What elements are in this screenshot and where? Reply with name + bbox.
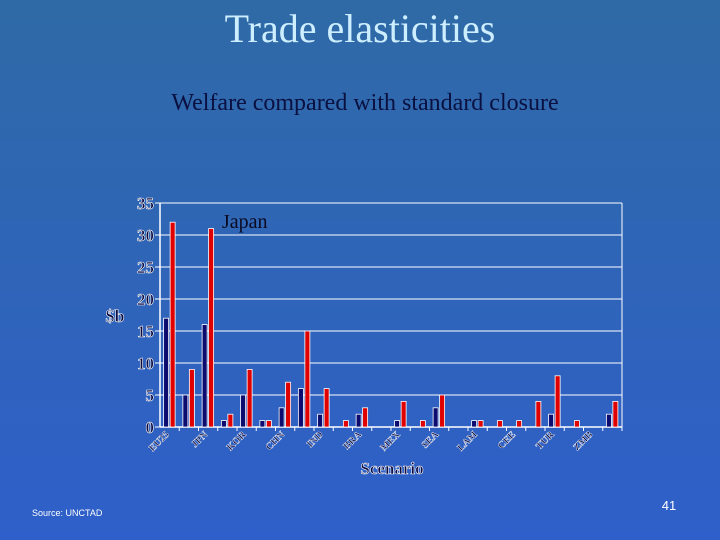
bar <box>612 400 619 428</box>
bar <box>278 407 285 428</box>
bar <box>246 368 253 428</box>
bar <box>554 375 561 428</box>
bar <box>323 388 330 428</box>
bar <box>471 420 478 428</box>
bar <box>317 413 324 428</box>
bar <box>605 413 612 428</box>
y-tick-label: 5 <box>146 386 155 405</box>
y-axis-label: $b <box>105 306 124 326</box>
subtitle: Welfare compared with standard closure <box>171 90 558 116</box>
y-tick-label: 25 <box>137 258 154 277</box>
x-axis-label: Scenario <box>360 459 423 478</box>
bar <box>496 420 503 428</box>
y-tick-label: 35 <box>137 194 154 213</box>
bar <box>182 394 189 428</box>
bar <box>265 420 272 428</box>
bar <box>259 420 266 428</box>
slide-title: Trade elasticities <box>225 6 496 51</box>
source: Source: UNCTAD <box>32 508 103 518</box>
bar <box>297 388 304 428</box>
bar <box>362 407 369 428</box>
bar <box>227 413 234 428</box>
bar <box>535 400 542 428</box>
bar <box>394 420 401 428</box>
bar <box>285 381 292 428</box>
y-tick-label: 30 <box>137 226 154 245</box>
bar <box>188 368 195 428</box>
bar <box>400 400 407 428</box>
bar <box>163 317 170 428</box>
bar <box>201 324 208 428</box>
bar <box>240 394 247 428</box>
y-tick-label: 0 <box>146 418 155 437</box>
y-tick-label: 20 <box>137 290 154 309</box>
annotation: Japan <box>222 211 268 233</box>
bar <box>169 221 176 428</box>
bar <box>220 420 227 428</box>
page-number: 41 <box>662 498 676 513</box>
bar <box>477 420 484 428</box>
y-tick-label: 10 <box>137 354 154 373</box>
bar <box>516 420 523 428</box>
bar <box>304 330 311 428</box>
bar <box>432 407 439 428</box>
bar <box>208 228 215 428</box>
bar <box>573 420 580 428</box>
bar <box>355 413 362 428</box>
bar <box>548 413 555 428</box>
bar <box>419 420 426 428</box>
bar <box>439 394 446 428</box>
bar <box>342 420 349 428</box>
y-tick-label: 15 <box>137 322 154 341</box>
